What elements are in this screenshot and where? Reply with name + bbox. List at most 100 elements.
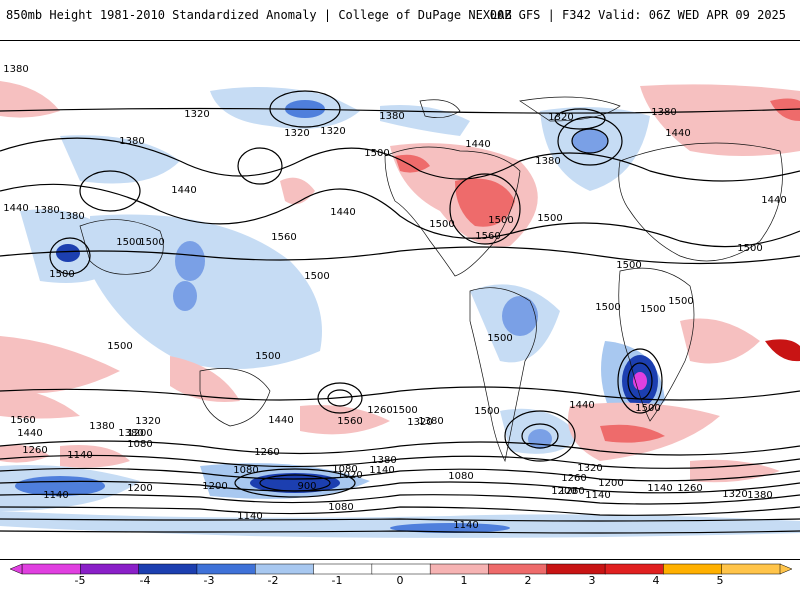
contour-label: 1500: [488, 215, 513, 226]
contour-label: 1320: [577, 463, 602, 474]
contour-label: 1260: [561, 473, 586, 484]
contour-label: 1380: [118, 428, 143, 439]
colorbar-segment: [138, 563, 198, 575]
contour-label: 1500: [429, 219, 454, 230]
colorbar-svg: [9, 563, 793, 575]
contour-label: 1500: [364, 148, 389, 159]
contour-label: 1500: [737, 243, 762, 254]
map-header: 850mb Height 1981-2010 Standardized Anom…: [0, 0, 800, 30]
colorbar-tick-label: -3: [203, 574, 215, 587]
colorbar-segment: [721, 563, 781, 575]
contour-label: 1380: [59, 211, 84, 222]
contour-label: 1260: [254, 447, 279, 458]
contour-label: 1320: [284, 128, 309, 139]
contour-label: 1380: [379, 111, 404, 122]
contour-label: 1500: [139, 237, 164, 248]
contour-label: 1260: [367, 405, 392, 416]
contour-label: 1140: [43, 490, 68, 501]
contour-label: 1380: [418, 416, 443, 427]
contour-label: 1320: [407, 417, 432, 428]
contour-label: 1260: [559, 486, 584, 497]
contour-label: 1200: [202, 481, 227, 492]
contour-label: 1500: [487, 333, 512, 344]
colorbar-segment: [546, 563, 606, 575]
contour-label: 1320: [548, 112, 573, 123]
colorbar-tick-label: 0: [396, 574, 404, 587]
colorbar-tick-label: 4: [652, 574, 660, 587]
contour-label: 1320: [722, 489, 747, 500]
colorbar-segment: [488, 563, 548, 575]
contour-label: 1440: [665, 128, 690, 139]
colorbar-segment: [21, 563, 82, 575]
colorbar-segment: [313, 563, 373, 575]
contour-label: 1380: [651, 107, 676, 118]
contour-label: 1320: [320, 126, 345, 137]
colorbar-segment: [371, 563, 431, 575]
colorbar-tick-label: -4: [139, 574, 151, 587]
contour-label: 1380: [119, 136, 144, 147]
contour-label: 1500: [49, 269, 74, 280]
contour-label: 1440: [330, 207, 355, 218]
contour-label: 1440: [268, 415, 293, 426]
contour-label: 1500: [616, 260, 641, 271]
anomaly-map[interactable]: 1380 1320 1380 1320 1380 1320 1440 1500 1440 1380…: [0, 40, 800, 560]
contour-label: 1560: [10, 415, 35, 426]
colorbar: [0, 560, 800, 600]
contour-label: 1440: [17, 428, 42, 439]
contour-label: 1500: [537, 213, 562, 224]
contour-label: 1140: [237, 511, 262, 522]
contour-label: 1500: [640, 304, 665, 315]
contour-label: 1200: [598, 478, 623, 489]
colorbar-tick-label: 1: [460, 574, 468, 587]
contour-label: 1080: [233, 465, 258, 476]
positive-anomaly-shading: [0, 81, 800, 483]
colorbar-segment: [80, 563, 140, 575]
contour-label: 1500: [107, 341, 132, 352]
contour-label: 1500: [474, 406, 499, 417]
map-title: 850mb Height 1981-2010 Standardized Anom…: [6, 8, 512, 22]
contour-label: 1440: [3, 203, 28, 214]
contour-label: 1020: [337, 470, 362, 481]
contour-label: 1500: [304, 271, 329, 282]
contour-label: 1320: [184, 109, 209, 120]
contour-label: 1380: [747, 490, 772, 501]
contour-label: 900: [297, 481, 316, 492]
contour-label: 1500: [595, 302, 620, 313]
contour-label: 1440: [569, 400, 594, 411]
contour-label: 1080: [127, 439, 152, 450]
colorbar-tick-label: -5: [74, 574, 86, 587]
contour-label: 1440: [465, 139, 490, 150]
contour-label: 1140: [647, 483, 672, 494]
contour-label: 1140: [585, 490, 610, 501]
contour-label: 1380: [89, 421, 114, 432]
colorbar-tick-label: 2: [524, 574, 532, 587]
contour-label: 1200: [127, 428, 152, 439]
contour-label: 1140: [67, 450, 92, 461]
colorbar-tick-label: 3: [588, 574, 596, 587]
contour-label: 1500: [668, 296, 693, 307]
contour-label: 1560: [271, 232, 296, 243]
contour-label: 1560: [337, 416, 362, 427]
contour-label: 1260: [677, 483, 702, 494]
model-run-info: 00Z GFS | F342 Valid: 06Z WED APR 09 202…: [489, 8, 786, 22]
contour-label: 1320: [135, 416, 160, 427]
contour-label: 1380: [3, 64, 28, 75]
contour-label: 1560: [475, 231, 500, 242]
height-contours: [0, 90, 800, 534]
contour-label: 1500: [635, 403, 660, 414]
contour-label: 1380: [535, 156, 560, 167]
contour-label: 1380: [34, 205, 59, 216]
contour-label: 1440: [761, 195, 786, 206]
contour-label: 1380: [371, 455, 396, 466]
contour-label: 1080: [328, 502, 353, 513]
contour-label: 1080: [332, 464, 357, 475]
colorbar-high-arrow: [779, 563, 793, 575]
colorbar-segment: [429, 563, 490, 575]
contour-label: 1500: [255, 351, 280, 362]
colorbar-segment: [254, 563, 315, 575]
contour-label: 1200: [551, 486, 576, 497]
colorbar-tick-label: 5: [716, 574, 724, 587]
contour-label: 1200: [127, 483, 152, 494]
